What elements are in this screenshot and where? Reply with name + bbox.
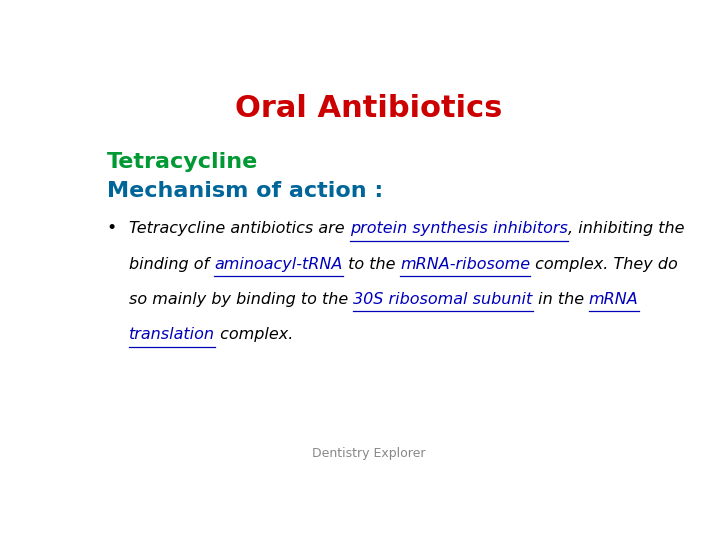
- Text: to the: to the: [343, 256, 400, 272]
- Text: mRNA: mRNA: [589, 292, 639, 307]
- Text: mRNA-ribosome: mRNA-ribosome: [400, 256, 531, 272]
- Text: protein synthesis inhibitors: protein synthesis inhibitors: [350, 221, 567, 236]
- Text: Oral Antibiotics: Oral Antibiotics: [235, 94, 503, 123]
- Text: binding of: binding of: [129, 256, 215, 272]
- Text: , inhibiting the: , inhibiting the: [567, 221, 684, 236]
- Text: •: •: [107, 219, 117, 237]
- Text: Dentistry Explorer: Dentistry Explorer: [312, 447, 426, 460]
- Text: translation: translation: [129, 327, 215, 342]
- Text: so mainly by binding to the: so mainly by binding to the: [129, 292, 354, 307]
- Text: aminoacyl-tRNA: aminoacyl-tRNA: [215, 256, 343, 272]
- Text: Tetracycline: Tetracycline: [107, 152, 258, 172]
- Text: 30S ribosomal subunit: 30S ribosomal subunit: [354, 292, 533, 307]
- Text: complex.: complex.: [215, 327, 294, 342]
- Text: complex. They do: complex. They do: [531, 256, 678, 272]
- Text: in the: in the: [533, 292, 589, 307]
- Text: Tetracycline antibiotics are: Tetracycline antibiotics are: [129, 221, 350, 236]
- Text: Mechanism of action :: Mechanism of action :: [107, 181, 383, 201]
